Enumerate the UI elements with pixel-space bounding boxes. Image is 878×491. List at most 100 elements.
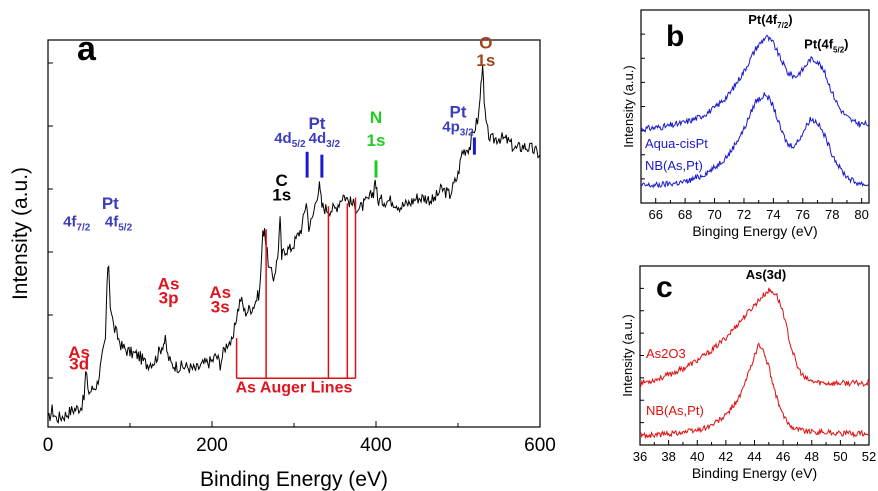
panel-a-annotation-11-main: Pt — [308, 114, 325, 133]
panel-c-label: c — [656, 271, 673, 304]
panel-b-peak-label-1: Pt(4f5/2) — [804, 37, 848, 55]
panel-c: 36 38 40 42 44 46 48 50 52 Binding Energy (eV) Int… — [620, 265, 876, 481]
panel-b-peak-label-0: Pt(4f7/2) — [748, 12, 792, 30]
panel-b-xtick-label: 66 — [648, 207, 662, 222]
panel-b-xtick-label: 72 — [737, 207, 751, 222]
panel-a-annotation-12-sub: 5/2 — [292, 139, 306, 150]
panel-b-xtick-label: 70 — [707, 207, 721, 222]
panel-a-annotation-17-sub: 3/2 — [460, 128, 474, 139]
panel-a-annotation-16: Pt — [450, 102, 467, 121]
panel-c-xtick-label: 52 — [862, 449, 876, 464]
panel-a-annotation-8: 3s — [211, 297, 230, 316]
panel-a-annotation-0-main: As — [68, 343, 90, 362]
panel-c-xtick-label: 44 — [747, 449, 761, 464]
panel-b-xlabel: Binging Energy (eV) — [692, 223, 817, 239]
panel-c-xtick-label: 40 — [690, 449, 704, 464]
panel-b-series-label-aqua: Aqua-cisPt — [645, 136, 708, 151]
panel-b-peak-label-0-main: Pt(4f — [748, 12, 778, 27]
panel-a-annotation-12-main: 4d — [274, 130, 292, 147]
panel-a-annotation-1-main: 3d — [69, 355, 89, 374]
panel-a-spectrum-line — [47, 65, 541, 424]
panel-a-annotation-2-main: Pt — [102, 194, 119, 213]
panel-a-annotation-3: 4f7/2 — [63, 213, 91, 233]
panel-a-annotation-14-main: N — [370, 108, 382, 127]
panel-a-annotation-15: 1s — [367, 131, 386, 150]
panel-c-xlabel: Binding Energy (eV) — [692, 465, 817, 481]
panel-a: 0 200 400 600 Binding Energy (eV) Intensity (… — [9, 30, 556, 491]
panel-b: 66 68 70 72 74 76 78 80 Binging Energy (eV) Inten… — [621, 9, 870, 239]
panel-c-series-label-as2o3: As2O3 — [646, 346, 686, 361]
panel-a-annotation-0: As — [68, 343, 90, 362]
panel-a-annotation-19-main: 1s — [476, 51, 495, 70]
panel-c-peak-label-0: As(3d) — [746, 267, 786, 282]
panel-c-series-0-line — [639, 287, 870, 388]
panel-a-annotation-4-main: 4f — [105, 213, 119, 230]
panel-a-annotation-7-main: As — [209, 283, 231, 302]
panel-a-annotation-17: 4p3/2 — [442, 119, 474, 139]
panel-a-annotation-1: 3d — [69, 355, 89, 374]
panel-a-annotation-14: N — [370, 108, 382, 127]
panel-b-peak-label-1-sub: 5/2 — [833, 46, 845, 55]
panel-a-annotation-10-main: 1s — [272, 186, 291, 205]
panel-a-annotation-10: 1s — [272, 186, 291, 205]
panel-b-xtick-label: 76 — [796, 207, 810, 222]
panel-a-annotation-4: 4f5/2 — [105, 213, 133, 233]
panel-a-annotation-4-sub: 5/2 — [118, 222, 132, 233]
panel-a-annotation-20: As Auger Lines — [236, 380, 353, 397]
panel-c-xtick-label: 38 — [661, 449, 675, 464]
panel-b-ylabel: Intensity (a.u.) — [621, 65, 636, 147]
panel-c-series-label-nb: NB(As,Pt) — [646, 403, 704, 418]
panel-a-xtick-label: 0 — [43, 435, 54, 456]
panel-b-xtick-label: 80 — [854, 207, 868, 222]
panel-a-annotation-20-main: As Auger Lines — [236, 380, 353, 397]
panel-a-annotation-3-main: 4f — [63, 213, 77, 230]
panel-a-annotation-6: 3p — [159, 289, 179, 308]
panel-a-label: a — [77, 30, 97, 68]
panel-a-annotation-11: Pt — [308, 114, 325, 133]
panel-b-peak-label-1-close: ) — [844, 37, 848, 52]
panel-b-xtick-label: 78 — [825, 207, 839, 222]
panel-c-series-1-line — [639, 342, 870, 440]
panel-a-annotation-13-main: 4d — [309, 130, 327, 147]
panel-a-annotation-17-main: 4p — [442, 119, 460, 136]
panel-c-ylabel: Intensity (a.u.) — [620, 314, 635, 396]
panel-c-xtick-label: 42 — [719, 449, 733, 464]
panel-a-annotation-13-sub: 3/2 — [326, 139, 340, 150]
panel-b-xtick-label: 68 — [678, 207, 692, 222]
panel-c-xtick-label: 46 — [776, 449, 790, 464]
panel-a-xtick-label: 400 — [360, 435, 392, 456]
panel-a-annotation-2: Pt — [102, 194, 119, 213]
panel-a-annotation-15-main: 1s — [367, 131, 386, 150]
panel-c-xtick-label: 50 — [833, 449, 847, 464]
panel-c-peak-label-0-main: As(3d) — [746, 267, 786, 282]
panel-a-annotation-5-main: As — [158, 274, 180, 293]
panel-a-annotation-8-main: 3s — [211, 297, 230, 316]
panel-a-annotation-18: O — [479, 34, 492, 53]
panel-a-annotation-16-main: Pt — [450, 102, 467, 121]
panel-b-series-label-nb: NB(As,Pt) — [645, 158, 703, 173]
panel-b-peak-label-1-main: Pt(4f — [804, 37, 834, 52]
panel-c-xtick-label: 48 — [805, 449, 819, 464]
panel-a-annotation-12: 4d5/2 — [274, 130, 306, 150]
panel-a-ylabel: Intensity (a.u.) — [9, 167, 32, 300]
panel-a-frame — [47, 39, 541, 428]
panel-a-annotation-6-main: 3p — [159, 289, 179, 308]
panel-b-series-0-line — [640, 34, 870, 133]
panel-c-xtick-label: 36 — [633, 449, 647, 464]
panel-a-annotation-9-main: C — [276, 171, 288, 190]
panel-a-annotation-9: C — [276, 171, 288, 190]
panel-a-annotation-5: As — [158, 274, 180, 293]
panel-a-annotation-7: As — [209, 283, 231, 302]
panel-a-annotation-18-main: O — [479, 34, 492, 53]
panel-b-label: b — [666, 20, 684, 53]
panel-a-annotation-13: 4d3/2 — [309, 130, 341, 150]
panel-a-xlabel: Binding Energy (eV) — [200, 468, 388, 491]
panel-b-series-1-line — [640, 92, 870, 189]
panel-a-xtick-label: 600 — [524, 435, 556, 456]
panel-a-annotation-3-sub: 7/2 — [76, 222, 90, 233]
panel-b-peak-label-0-sub: 7/2 — [777, 21, 789, 30]
panel-a-annotation-19: 1s — [476, 51, 495, 70]
panel-a-xtick-label: 200 — [196, 435, 228, 456]
panel-b-xtick-label: 74 — [766, 207, 780, 222]
